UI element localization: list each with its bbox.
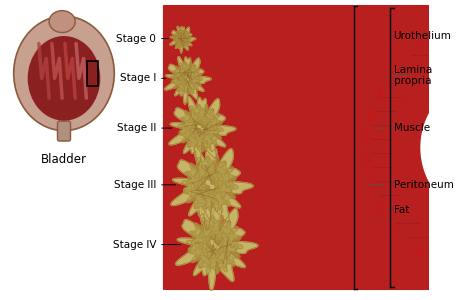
Polygon shape [196, 245, 223, 274]
Ellipse shape [28, 36, 100, 121]
Polygon shape [208, 180, 235, 208]
Polygon shape [176, 79, 191, 95]
Polygon shape [206, 245, 232, 274]
Polygon shape [176, 29, 185, 38]
Polygon shape [193, 104, 215, 128]
Text: Stage 0: Stage 0 [116, 34, 156, 44]
Polygon shape [199, 124, 221, 147]
Polygon shape [181, 31, 190, 40]
Polygon shape [189, 240, 216, 268]
Text: Stage III: Stage III [113, 180, 156, 190]
Polygon shape [180, 109, 202, 132]
Polygon shape [192, 155, 218, 184]
Polygon shape [163, 6, 459, 290]
Polygon shape [186, 104, 207, 128]
Polygon shape [186, 129, 207, 152]
Text: Stage IV: Stage IV [112, 240, 156, 250]
Polygon shape [206, 215, 232, 244]
Polygon shape [208, 161, 235, 190]
Text: Fat: Fat [392, 205, 408, 215]
Polygon shape [171, 70, 185, 86]
Text: Urothelium: Urothelium [392, 31, 450, 40]
Polygon shape [402, 6, 459, 290]
Polygon shape [168, 97, 235, 165]
Polygon shape [186, 65, 201, 81]
Polygon shape [213, 240, 240, 268]
Polygon shape [201, 155, 228, 184]
Polygon shape [180, 124, 202, 147]
FancyBboxPatch shape [57, 121, 70, 141]
Text: Stage I: Stage I [119, 73, 156, 83]
Polygon shape [196, 215, 223, 244]
Polygon shape [173, 34, 181, 43]
Text: Peritoneum: Peritoneum [392, 180, 453, 190]
Polygon shape [358, 6, 459, 290]
Polygon shape [201, 186, 228, 214]
Polygon shape [192, 186, 218, 214]
Polygon shape [181, 37, 190, 46]
Ellipse shape [49, 11, 75, 32]
Polygon shape [175, 206, 257, 290]
Polygon shape [185, 161, 211, 190]
Polygon shape [179, 39, 187, 48]
Text: Lamina
propria: Lamina propria [392, 64, 431, 86]
Polygon shape [172, 65, 187, 81]
Polygon shape [213, 221, 240, 249]
Polygon shape [187, 70, 202, 86]
Polygon shape [171, 146, 252, 231]
Polygon shape [170, 26, 195, 53]
Text: Muscle: Muscle [392, 123, 429, 133]
Polygon shape [340, 6, 459, 290]
Polygon shape [182, 79, 196, 95]
Polygon shape [202, 116, 223, 140]
Polygon shape [178, 116, 199, 140]
Polygon shape [186, 230, 213, 259]
Polygon shape [185, 180, 211, 208]
Polygon shape [372, 6, 459, 290]
Ellipse shape [14, 16, 114, 130]
Polygon shape [164, 57, 211, 104]
Polygon shape [172, 76, 187, 91]
Polygon shape [186, 76, 201, 91]
Polygon shape [176, 62, 191, 78]
Text: Stage II: Stage II [117, 123, 156, 133]
Polygon shape [193, 129, 215, 152]
Polygon shape [211, 171, 238, 199]
Polygon shape [174, 37, 182, 46]
Polygon shape [176, 39, 185, 48]
Polygon shape [179, 29, 187, 38]
Polygon shape [216, 230, 242, 259]
Polygon shape [199, 109, 221, 132]
Polygon shape [182, 62, 196, 78]
Text: Bladder: Bladder [41, 153, 87, 166]
Polygon shape [182, 34, 190, 43]
Polygon shape [174, 31, 182, 40]
Polygon shape [189, 221, 216, 249]
Polygon shape [386, 6, 459, 290]
Polygon shape [182, 171, 208, 199]
